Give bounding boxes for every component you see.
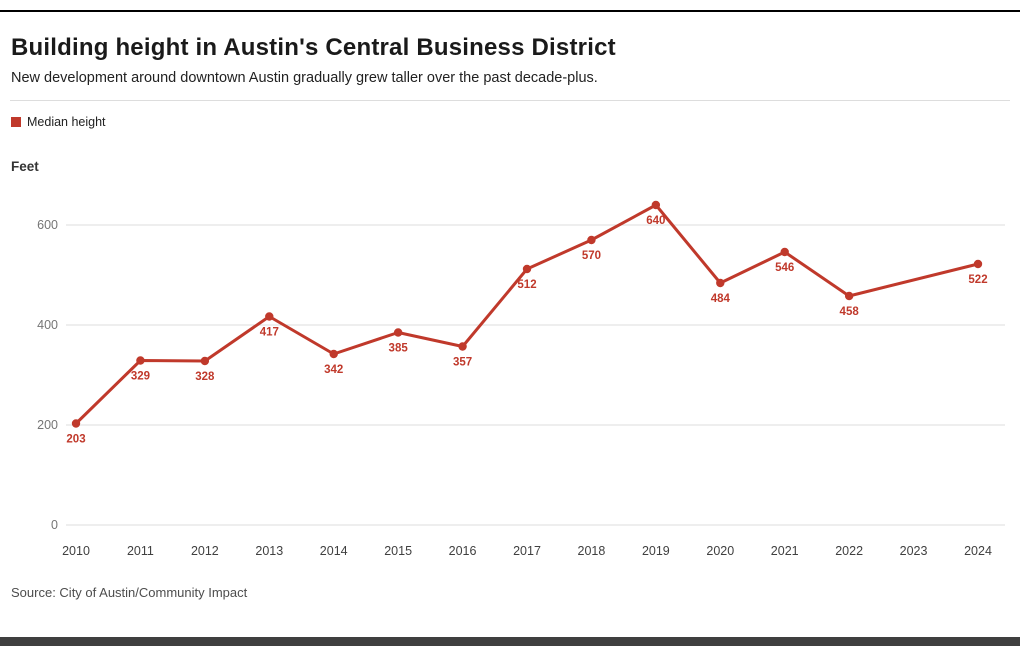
data-point[interactable] [265,312,274,321]
legend-label: Median height [27,115,106,129]
x-tick-label: 2015 [384,544,412,558]
source-note: Source: City of Austin/Community Impact [11,585,248,600]
data-point[interactable] [780,247,789,257]
data-point[interactable] [844,291,854,301]
chart-content: Building height in Austin's Central Busi… [10,12,1010,600]
data-point[interactable] [329,349,338,359]
data-point[interactable] [651,200,661,210]
data-point-label: 484 [711,293,731,305]
header-divider [10,100,1010,101]
data-point[interactable] [200,356,210,366]
x-tick-label: 2013 [255,544,283,558]
x-tick-label: 2012 [191,544,219,558]
data-point-label: 385 [389,343,409,355]
x-tick-label: 2020 [706,544,734,558]
data-point[interactable] [136,356,145,365]
chart-title: Building height in Austin's Central Busi… [11,34,616,61]
data-point[interactable] [716,278,725,288]
data-point-label: 640 [646,215,665,227]
x-tick-label: 2016 [449,544,477,558]
x-tick-label: 2014 [320,544,348,558]
data-point[interactable] [71,419,81,428]
data-point[interactable] [973,259,983,269]
y-tick-label: 0 [51,518,58,532]
x-tick-label: 2022 [835,544,863,558]
data-point-label: 417 [260,327,279,339]
data-point-label: 203 [66,434,85,446]
data-point-label: 328 [195,371,215,383]
data-point[interactable] [393,328,403,337]
x-tick-label: 2019 [642,544,670,558]
data-point[interactable] [587,235,596,245]
legend-swatch-icon [11,117,21,127]
data-point-label: 458 [840,306,860,318]
data-point-label: 512 [517,279,536,291]
x-tick-label: 2021 [771,544,799,558]
legend: Median height [11,115,1010,129]
x-tick-label: 2018 [578,544,606,558]
data-point-label: 522 [968,274,987,286]
x-tick-label: 2011 [127,544,154,558]
top-rule [0,10,1020,12]
data-point-label: 342 [324,364,343,376]
data-point-label: 357 [453,357,472,369]
x-tick-label: 2010 [62,544,90,558]
line-chart: 0 200 400 600 2010 2011 2012 2013 2014 2015 2016 20… [37,200,1005,558]
data-point-label: 546 [775,262,794,274]
data-point-label: 570 [582,250,601,262]
data-point[interactable] [522,264,532,274]
y-tick-label: 400 [37,318,58,332]
data-point[interactable] [458,342,467,351]
bottom-bar [0,637,1020,646]
chart-subtitle: New development around downtown Austin g… [11,70,598,86]
data-point-label: 329 [131,371,150,383]
y-tick-label: 200 [37,418,58,432]
series-line [74,203,980,425]
x-tick-label: 2023 [900,544,928,558]
y-axis-title: Feet [11,159,39,174]
x-tick-label: 2024 [964,544,992,558]
y-tick-label: 600 [37,218,58,232]
x-tick-label: 2017 [513,544,541,558]
